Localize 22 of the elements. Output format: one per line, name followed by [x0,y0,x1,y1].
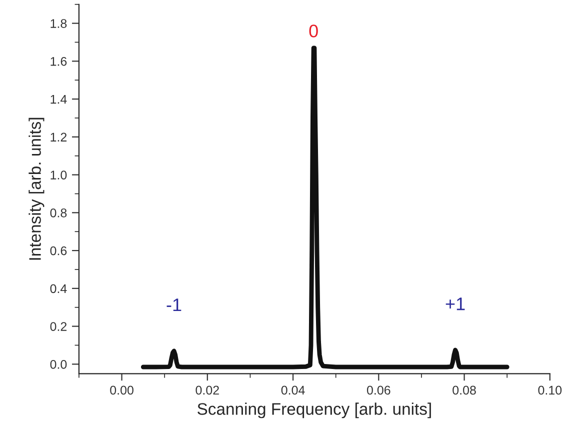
y-tick-label: 1.2 [50,132,67,142]
y-tick-label: 1.4 [50,94,67,104]
annotation: +1 [446,298,465,310]
x-tick-label: 0.08 [452,386,476,395]
x-axis-title: Scanning Frequency [arb. units] [198,402,431,418]
annotation: 0 [309,24,318,38]
y-tick-label: 1.0 [50,170,67,180]
y-tick-label: 0.8 [50,208,67,218]
y-tick-label: 0.6 [50,246,67,256]
x-tick-label: 0.06 [366,386,390,395]
x-tick-label: 0.00 [110,386,134,395]
line-series [140,46,510,370]
y-tick-label: 0.4 [50,284,67,294]
x-tick-label: 0.10 [538,386,562,395]
y-tick-label: 1.6 [50,56,67,66]
x-tick-label: 0.02 [196,386,219,395]
y-axis-title: Intensity [arb. units] [28,118,44,260]
y-tick-label: 0.0 [50,360,67,369]
annotation: -1 [166,298,182,312]
y-tick-label: 0.2 [50,322,67,331]
y-tick-label: 1.8 [50,19,67,28]
x-tick-label: 0.04 [281,386,305,395]
